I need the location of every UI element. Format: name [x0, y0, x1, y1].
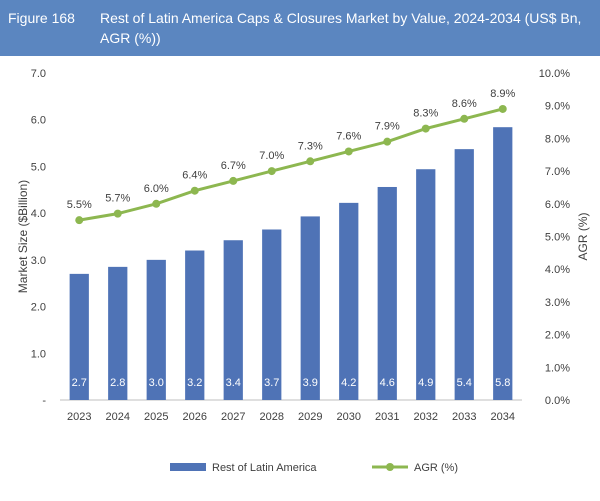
y-tick-label: 5.0 — [31, 161, 46, 173]
bar-value-label: 5.4 — [457, 377, 472, 389]
bar-value-label: 2.7 — [72, 377, 87, 389]
bar — [69, 273, 89, 400]
bar — [493, 127, 513, 400]
x-tick-label: 2029 — [298, 411, 322, 423]
y-tick-label: 1.0 — [31, 348, 46, 360]
bar — [300, 216, 320, 400]
agr-data-label: 8.3% — [413, 108, 438, 120]
agr-point — [460, 114, 469, 123]
bar-value-label: 4.2 — [341, 377, 356, 389]
agr-point — [267, 167, 276, 176]
agr-data-label: 6.0% — [144, 183, 169, 195]
y-tick-label: 4.0 — [31, 208, 46, 220]
y2-tick-label: 3.0% — [545, 297, 570, 309]
y-tick-label: 2.0 — [31, 302, 46, 314]
agr-data-label: 7.0% — [259, 150, 284, 162]
y2-tick-label: 1.0% — [545, 362, 570, 374]
x-tick-label: 2033 — [452, 411, 476, 423]
agr-line — [78, 107, 504, 222]
y2-tick-label: 9.0% — [545, 101, 570, 113]
y2-tick-label: 6.0% — [545, 199, 570, 211]
bar-value-label: 3.9 — [303, 377, 318, 389]
bar — [223, 240, 243, 400]
agr-data-label: 6.7% — [221, 160, 246, 172]
chart: - 1.0 2.0 3.0 4.0 5.0 6.0 7.0 0.0% 1.0% 2.0% 3.0% 4.… — [16, 68, 590, 474]
bar-value-label: 3.4 — [226, 377, 241, 389]
agr-point — [344, 147, 353, 156]
agr-point — [306, 157, 315, 166]
bar-value-label: 3.2 — [187, 377, 202, 389]
y2-tick-label: 4.0% — [545, 264, 570, 276]
agr-point — [383, 137, 392, 146]
agr-data-label: 6.4% — [182, 170, 207, 182]
x-tick-label: 2031 — [375, 411, 399, 423]
bar-value-label: 4.9 — [418, 377, 433, 389]
x-tick-label: 2028 — [260, 411, 284, 423]
y2-tick-label: 0.0% — [545, 395, 570, 407]
x-tick-label: 2034 — [491, 411, 515, 423]
bar-value-label: 3.7 — [264, 377, 279, 389]
y-tick-label: 6.0 — [31, 115, 46, 127]
figure-number: Figure 168 — [8, 10, 75, 26]
bar — [108, 266, 128, 400]
y2-tick-label: 10.0% — [539, 68, 570, 80]
y2-tick-label: 8.0% — [545, 133, 570, 145]
y2-tick-label: 2.0% — [545, 330, 570, 342]
legend-line-label: AGR (%) — [414, 462, 458, 474]
legend-bar-label: Rest of Latin America — [212, 462, 317, 474]
legend-line-marker — [386, 463, 394, 471]
legend-bar-swatch — [170, 463, 206, 471]
y-tick-label: - — [42, 395, 46, 407]
agr-data-label: 5.5% — [67, 199, 92, 211]
agr-point — [421, 124, 430, 133]
y-tick-label: 7.0 — [31, 68, 46, 80]
agr-point — [190, 186, 199, 195]
y2-tick-label: 5.0% — [545, 232, 570, 244]
agr-point — [229, 176, 238, 185]
bar — [339, 202, 359, 400]
bar-value-label: 3.0 — [149, 377, 164, 389]
agr-data-label: 8.9% — [490, 88, 515, 100]
y2-axis-title: AGR (%) — [576, 212, 590, 260]
agr-data-label: 5.7% — [105, 193, 130, 205]
x-tick-label: 2030 — [337, 411, 361, 423]
bar-value-label: 4.6 — [380, 377, 395, 389]
y2-tick-label: 7.0% — [545, 166, 570, 178]
x-tick-label: 2032 — [414, 411, 438, 423]
y-tick-label: 3.0 — [31, 255, 46, 267]
x-tick-label: 2026 — [183, 411, 207, 423]
bar-value-label: 5.8 — [495, 377, 510, 389]
bar — [454, 149, 474, 400]
x-tick-label: 2027 — [221, 411, 245, 423]
agr-point — [498, 104, 507, 113]
agr-point — [152, 199, 161, 208]
figure-title: Rest of Latin America Caps & Closures Ma… — [100, 10, 582, 46]
agr-data-label: 7.3% — [298, 140, 323, 152]
bar — [416, 169, 436, 400]
agr-data-label: 7.6% — [336, 130, 361, 142]
bar — [262, 229, 282, 400]
bar-value-label: 2.8 — [110, 377, 125, 389]
y-axis-title: Market Size ($Billion) — [16, 180, 30, 293]
x-tick-label: 2025 — [144, 411, 168, 423]
bar — [146, 259, 166, 400]
bar — [185, 250, 205, 400]
agr-point — [113, 209, 122, 218]
agr-data-label: 8.6% — [452, 98, 477, 110]
x-tick-label: 2023 — [67, 411, 91, 423]
figure-header: Figure 168 Rest of Latin America Caps & … — [0, 0, 600, 56]
agr-data-label: 7.9% — [375, 121, 400, 133]
bar — [377, 186, 397, 400]
x-tick-label: 2024 — [106, 411, 130, 423]
agr-point — [75, 216, 84, 225]
